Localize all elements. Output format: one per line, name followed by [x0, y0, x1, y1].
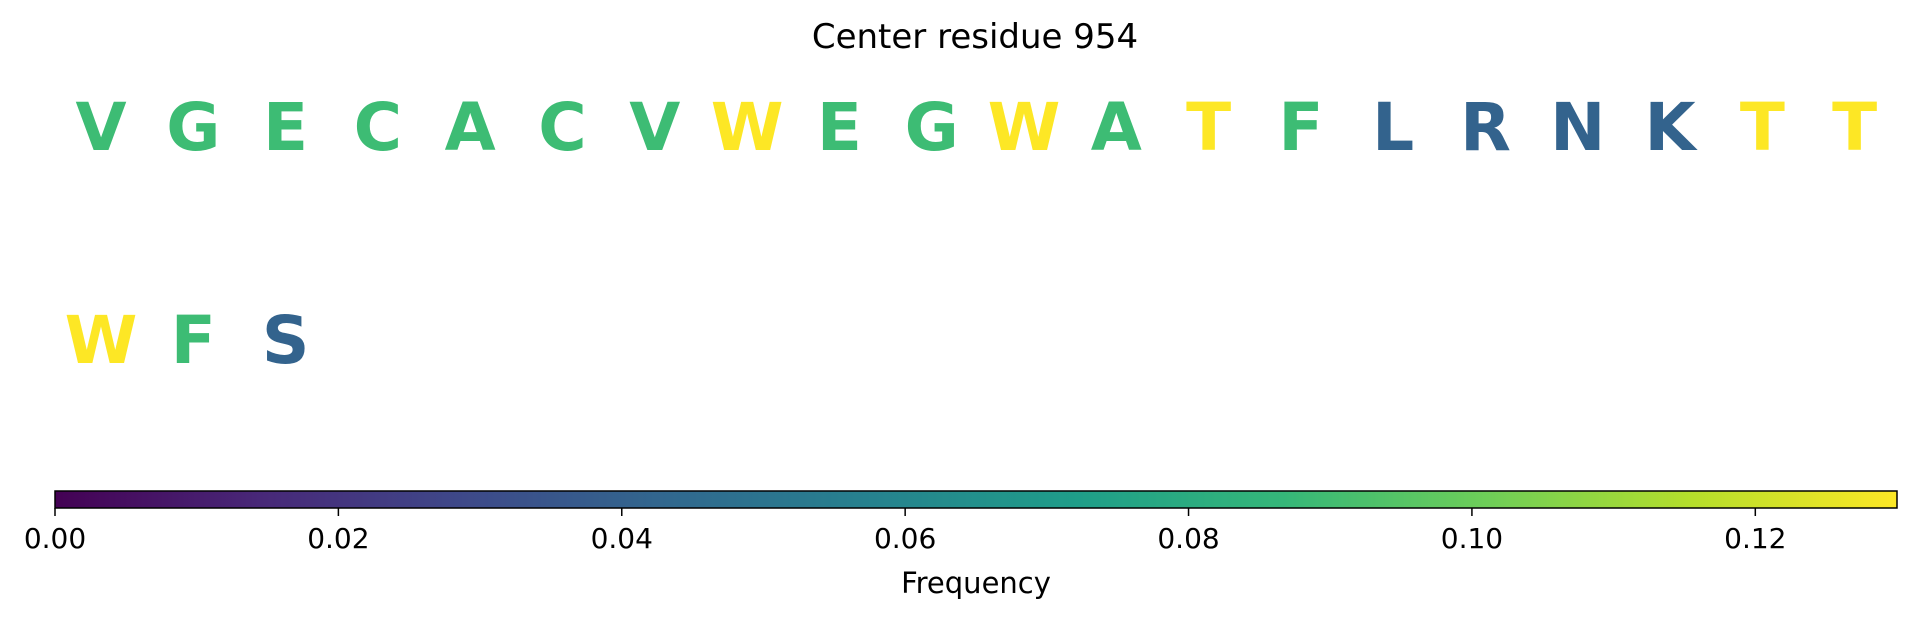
colorbar-tick-label: 0.12 — [1724, 522, 1786, 555]
colorbar-label: Frequency — [901, 566, 1051, 600]
colorbar-ticks: 0.00 0.02 0.04 0.06 0.08 0.10 0.12 — [24, 508, 1786, 555]
residue-letter: C — [538, 89, 586, 166]
colorbar-gradient — [54, 490, 1898, 509]
colorbar-tick-label: 0.08 — [1157, 522, 1219, 555]
colorbar-tick-label: 0.06 — [874, 522, 936, 555]
residue-letter: T — [1740, 89, 1785, 166]
colorbar-tick-label: 0.10 — [1441, 522, 1503, 555]
residue-letter: G — [166, 89, 220, 166]
colorbar-tick-label: 0.04 — [591, 522, 653, 555]
colorbar-tick-label: 0.02 — [307, 522, 369, 555]
residue-letter: W — [988, 89, 1061, 166]
residue-letter: T — [1186, 89, 1231, 166]
residue-letter: T — [1832, 89, 1877, 166]
residue-letter: G — [905, 89, 959, 166]
residue-letter: W — [65, 302, 138, 379]
residue-letter: V — [629, 89, 680, 166]
residue-letter: N — [1550, 89, 1605, 166]
colorbar: 0.00 0.02 0.04 0.06 0.08 0.10 0.12 Frequency — [24, 490, 1898, 600]
residue-letter: V — [75, 89, 126, 166]
residue-letter: E — [817, 89, 862, 166]
residue-letter: F — [171, 302, 216, 379]
residue-letter: A — [445, 89, 496, 166]
residue-letter: A — [1091, 89, 1142, 166]
residue-letter: R — [1460, 89, 1511, 166]
colorbar-tick-label: 0.00 — [24, 522, 86, 555]
residue-letter: K — [1645, 89, 1699, 166]
chart-title: Center residue 954 — [812, 17, 1138, 57]
residue-letter: E — [263, 89, 308, 166]
residue-letter: S — [262, 302, 310, 379]
residue-grid: V G E C A C V W E G W A T F L R N K T TW F S — [65, 89, 1878, 379]
residue-letter: W — [711, 89, 784, 166]
residue-letter: F — [1278, 89, 1323, 166]
residue-letter: C — [354, 89, 402, 166]
residue-letter: L — [1372, 89, 1414, 166]
